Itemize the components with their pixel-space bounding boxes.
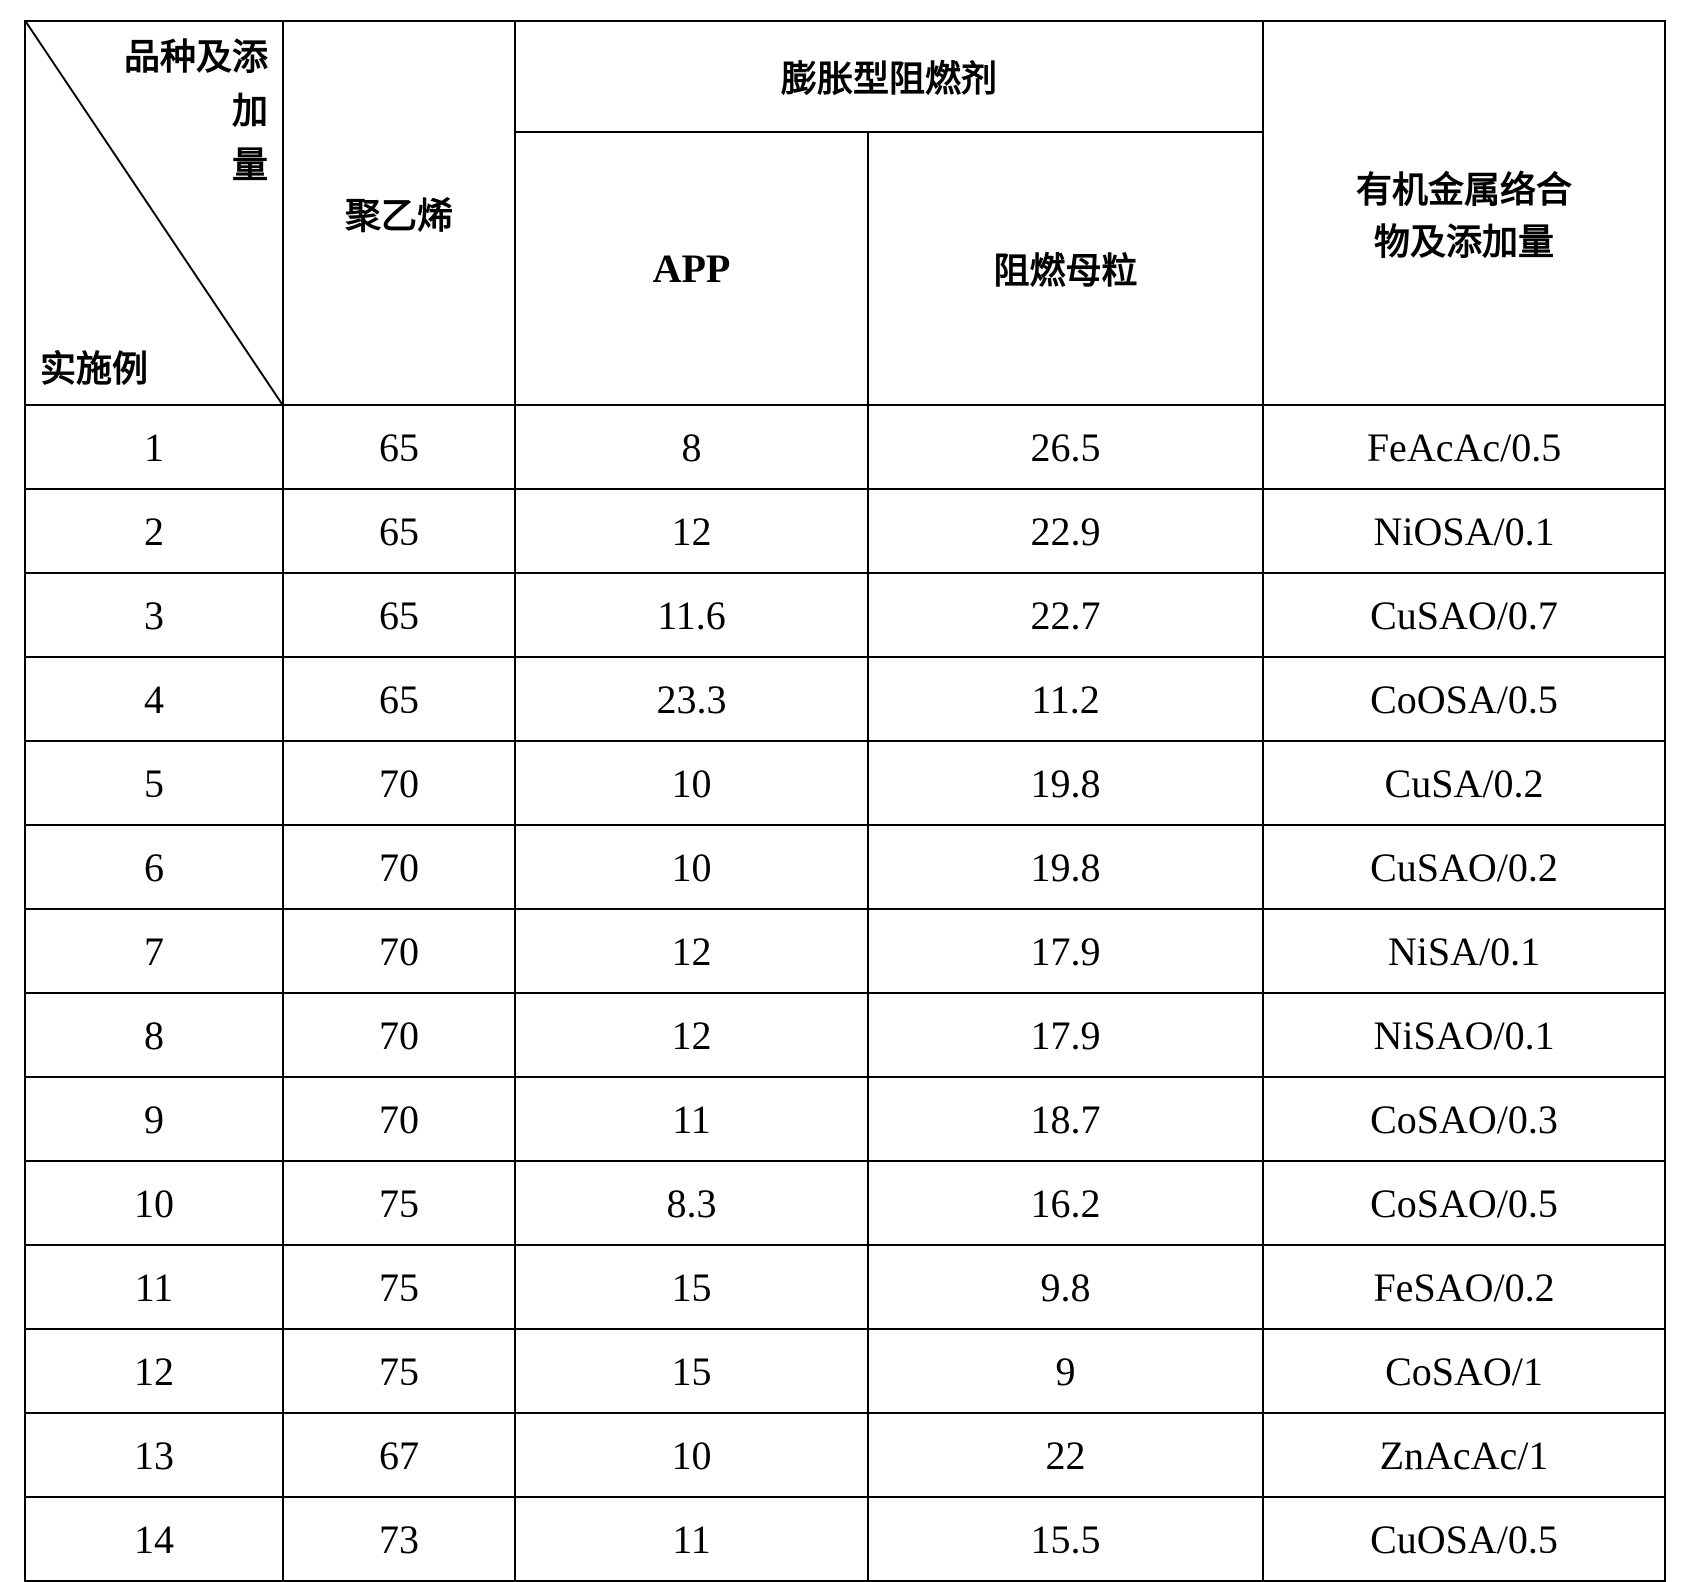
cell-pe: 75 bbox=[283, 1161, 515, 1245]
cell-mb: 15.5 bbox=[868, 1497, 1263, 1581]
cell-pe: 67 bbox=[283, 1413, 515, 1497]
cell-pe: 70 bbox=[283, 909, 515, 993]
cell-cx: CuSAO/0.7 bbox=[1263, 573, 1665, 657]
cell-mb: 22.7 bbox=[868, 573, 1263, 657]
table-row: 5 70 10 19.8 CuSA/0.2 bbox=[25, 741, 1665, 825]
cell-no: 12 bbox=[25, 1329, 283, 1413]
cell-cx: CoOSA/0.5 bbox=[1263, 657, 1665, 741]
table-row: 7 70 12 17.9 NiSA/0.1 bbox=[25, 909, 1665, 993]
header-app: APP bbox=[515, 132, 868, 405]
table-row: 1 65 8 26.5 FeAcAc/0.5 bbox=[25, 405, 1665, 489]
cell-app: 12 bbox=[515, 489, 868, 573]
cell-app: 10 bbox=[515, 1413, 868, 1497]
cell-no: 13 bbox=[25, 1413, 283, 1497]
cell-app: 8.3 bbox=[515, 1161, 868, 1245]
header-diag-top-l1: 品种及添 bbox=[124, 37, 268, 77]
table-row: 8 70 12 17.9 NiSAO/0.1 bbox=[25, 993, 1665, 1077]
header-complex-l1: 有机金属络合 bbox=[1356, 170, 1572, 210]
cell-pe: 75 bbox=[283, 1245, 515, 1329]
table-row: 2 65 12 22.9 NiOSA/0.1 bbox=[25, 489, 1665, 573]
cell-mb: 17.9 bbox=[868, 909, 1263, 993]
cell-no: 5 bbox=[25, 741, 283, 825]
header-diag-top-l3: 量 bbox=[232, 145, 268, 185]
cell-no: 9 bbox=[25, 1077, 283, 1161]
header-diag-top: 品种及添 加 量 bbox=[124, 30, 268, 192]
cell-app: 23.3 bbox=[515, 657, 868, 741]
cell-mb: 9.8 bbox=[868, 1245, 1263, 1329]
cell-cx: CuOSA/0.5 bbox=[1263, 1497, 1665, 1581]
cell-cx: CuSAO/0.2 bbox=[1263, 825, 1665, 909]
cell-cx: CoSAO/1 bbox=[1263, 1329, 1665, 1413]
cell-app: 10 bbox=[515, 741, 868, 825]
cell-pe: 75 bbox=[283, 1329, 515, 1413]
table-row: 6 70 10 19.8 CuSAO/0.2 bbox=[25, 825, 1665, 909]
header-complex-l2: 物及添加量 bbox=[1374, 222, 1554, 262]
cell-app: 11 bbox=[515, 1077, 868, 1161]
cell-app: 10 bbox=[515, 825, 868, 909]
header-complex: 有机金属络合 物及添加量 bbox=[1263, 21, 1665, 405]
cell-pe: 70 bbox=[283, 993, 515, 1077]
cell-mb: 19.8 bbox=[868, 825, 1263, 909]
cell-app: 11.6 bbox=[515, 573, 868, 657]
cell-mb: 19.8 bbox=[868, 741, 1263, 825]
cell-no: 3 bbox=[25, 573, 283, 657]
header-polyethylene: 聚乙烯 bbox=[283, 21, 515, 405]
cell-cx: CoSAO/0.5 bbox=[1263, 1161, 1665, 1245]
cell-cx: NiSA/0.1 bbox=[1263, 909, 1665, 993]
cell-cx: FeSAO/0.2 bbox=[1263, 1245, 1665, 1329]
cell-pe: 65 bbox=[283, 489, 515, 573]
cell-mb: 16.2 bbox=[868, 1161, 1263, 1245]
cell-cx: NiSAO/0.1 bbox=[1263, 993, 1665, 1077]
cell-app: 12 bbox=[515, 993, 868, 1077]
cell-pe: 65 bbox=[283, 657, 515, 741]
cell-cx: ZnAcAc/1 bbox=[1263, 1413, 1665, 1497]
cell-mb: 9 bbox=[868, 1329, 1263, 1413]
cell-app: 8 bbox=[515, 405, 868, 489]
cell-no: 10 bbox=[25, 1161, 283, 1245]
cell-cx: CoSAO/0.3 bbox=[1263, 1077, 1665, 1161]
cell-no: 14 bbox=[25, 1497, 283, 1581]
cell-mb: 26.5 bbox=[868, 405, 1263, 489]
cell-mb: 17.9 bbox=[868, 993, 1263, 1077]
table-row: 13 67 10 22 ZnAcAc/1 bbox=[25, 1413, 1665, 1497]
cell-mb: 18.7 bbox=[868, 1077, 1263, 1161]
composition-table: 品种及添 加 量 实施例 聚乙烯 膨胀型阻燃剂 有机金属络合 物及添加量 APP… bbox=[24, 20, 1666, 1582]
cell-cx: CuSA/0.2 bbox=[1263, 741, 1665, 825]
table-row: 11 75 15 9.8 FeSAO/0.2 bbox=[25, 1245, 1665, 1329]
cell-no: 4 bbox=[25, 657, 283, 741]
header-masterbatch: 阻燃母粒 bbox=[868, 132, 1263, 405]
cell-pe: 65 bbox=[283, 405, 515, 489]
cell-mb: 11.2 bbox=[868, 657, 1263, 741]
header-intumescent: 膨胀型阻燃剂 bbox=[515, 21, 1263, 132]
table-row: 12 75 15 9 CoSAO/1 bbox=[25, 1329, 1665, 1413]
cell-pe: 70 bbox=[283, 741, 515, 825]
cell-app: 15 bbox=[515, 1245, 868, 1329]
table-row: 9 70 11 18.7 CoSAO/0.3 bbox=[25, 1077, 1665, 1161]
cell-app: 12 bbox=[515, 909, 868, 993]
cell-no: 7 bbox=[25, 909, 283, 993]
cell-app: 11 bbox=[515, 1497, 868, 1581]
header-diagonal-cell: 品种及添 加 量 实施例 bbox=[25, 21, 283, 405]
cell-cx: NiOSA/0.1 bbox=[1263, 489, 1665, 573]
header-diag-bottom: 实施例 bbox=[40, 340, 148, 392]
header-diag-top-l2: 加 bbox=[232, 91, 268, 131]
cell-mb: 22 bbox=[868, 1413, 1263, 1497]
table-row: 14 73 11 15.5 CuOSA/0.5 bbox=[25, 1497, 1665, 1581]
cell-no: 8 bbox=[25, 993, 283, 1077]
table-row: 10 75 8.3 16.2 CoSAO/0.5 bbox=[25, 1161, 1665, 1245]
cell-pe: 73 bbox=[283, 1497, 515, 1581]
cell-no: 2 bbox=[25, 489, 283, 573]
table-row: 3 65 11.6 22.7 CuSAO/0.7 bbox=[25, 573, 1665, 657]
cell-no: 6 bbox=[25, 825, 283, 909]
cell-app: 15 bbox=[515, 1329, 868, 1413]
cell-cx: FeAcAc/0.5 bbox=[1263, 405, 1665, 489]
table-row: 4 65 23.3 11.2 CoOSA/0.5 bbox=[25, 657, 1665, 741]
cell-pe: 65 bbox=[283, 573, 515, 657]
cell-mb: 22.9 bbox=[868, 489, 1263, 573]
cell-pe: 70 bbox=[283, 1077, 515, 1161]
cell-no: 1 bbox=[25, 405, 283, 489]
cell-no: 11 bbox=[25, 1245, 283, 1329]
cell-pe: 70 bbox=[283, 825, 515, 909]
